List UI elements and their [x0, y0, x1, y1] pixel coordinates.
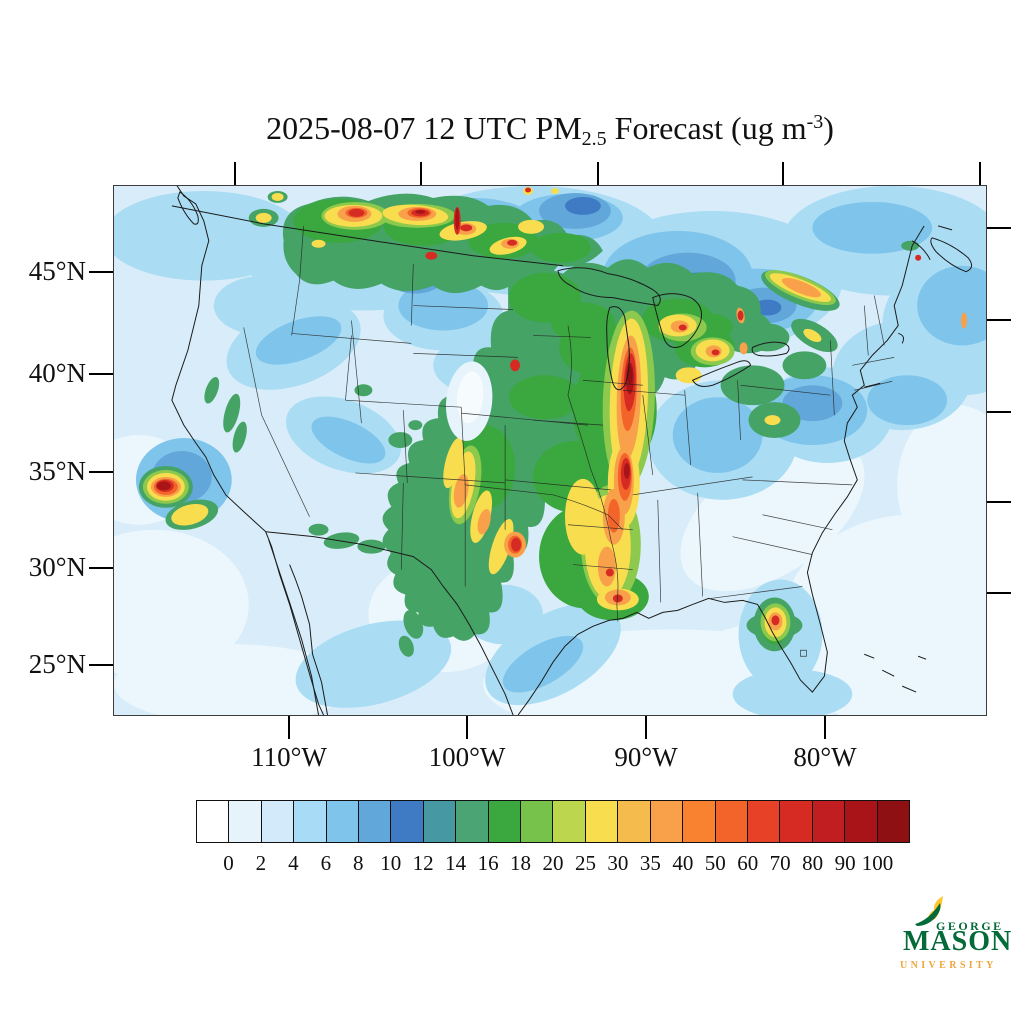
colorbar-swatch	[293, 801, 326, 842]
forecast-map-canvas	[114, 186, 986, 715]
colorbar-tick-label: 35	[639, 851, 661, 875]
colorbar-swatch	[552, 801, 585, 842]
colorbar-tick-label: 0	[223, 851, 234, 875]
colorbar-tick-label: 18	[510, 851, 532, 875]
colorbar-swatch	[779, 801, 812, 842]
colorbar-tick-label: 100	[861, 851, 894, 875]
title-middle: Forecast (ug m	[606, 110, 807, 146]
gmu-logo-mason: MASON	[903, 926, 1013, 957]
top-tick	[234, 162, 236, 185]
colorbar-swatch	[682, 801, 715, 842]
colorbar-tick-label: 30	[607, 851, 629, 875]
gmu-logo: GEORGE MASON UNIVERSITY	[893, 896, 1019, 978]
lon-label-80w: 80°W	[793, 742, 857, 772]
left-tick	[89, 373, 113, 375]
top-tick	[597, 162, 599, 185]
colorbar-tick-label: 8	[353, 851, 364, 875]
colorbar-tick-label: 50	[704, 851, 726, 875]
left-tick	[89, 271, 113, 273]
colorbar-swatch	[811, 801, 845, 842]
colorbar-swatch	[584, 801, 618, 842]
colorbar-tick-label: 10	[380, 851, 402, 875]
gmu-logo-university: UNIVERSITY	[900, 960, 997, 971]
colorbar-tick-label: 4	[288, 851, 299, 875]
colorbar-tick-label: 12	[412, 851, 434, 875]
colorbar-tick-label: 16	[477, 851, 499, 875]
top-tick	[420, 162, 422, 185]
bottom-tick	[288, 716, 290, 739]
colorbar-swatch	[358, 801, 391, 842]
title-prefix: 2025-08-07 12 UTC PM	[266, 110, 582, 146]
bottom-tick	[645, 716, 647, 739]
lat-label-40n: 40°N	[28, 358, 86, 388]
colorbar-swatch	[422, 801, 456, 842]
coastlines	[171, 186, 973, 715]
gmu-logo-george: GEORGE	[936, 919, 1004, 933]
low-concentration-pale-regions	[114, 405, 986, 715]
colorbar-tick-label: 6	[320, 851, 332, 875]
colorbar-swatch	[746, 801, 780, 842]
right-tick	[987, 319, 1011, 321]
great-lakes-outlines	[557, 267, 790, 391]
colorbar-tick-label: 20	[542, 851, 564, 875]
colorbar-tick-label: 80	[802, 851, 824, 875]
colorbar-swatch	[617, 801, 650, 842]
title-suffix: )	[823, 110, 834, 146]
colorbar-tick-label: 25	[574, 851, 596, 875]
bottom-tick	[824, 716, 826, 739]
lon-label-100w: 100°W	[428, 742, 506, 772]
colorbar-swatch	[228, 801, 261, 842]
colorbar-swatch	[876, 801, 909, 842]
lon-label-90w: 90°W	[614, 742, 678, 772]
lat-label-30n: 30°N	[28, 552, 86, 582]
red-regions	[155, 187, 922, 626]
colorbar-swatch	[487, 801, 521, 842]
colorbar-labels: 0 2 4 6 8 10 12 14 16 18 20 25 30 35 40 50 60 70 80 90 100	[196, 851, 910, 879]
figure-title: 2025-08-07 12 UTC PM2.5 Forecast (ug m-3…	[113, 110, 987, 151]
top-tick	[782, 162, 784, 185]
colorbar-tick-label: 90	[834, 851, 856, 875]
colorbar-tick-label: 14	[445, 851, 467, 875]
colorbar	[196, 800, 910, 843]
colorbar-tick-label: 70	[769, 851, 791, 875]
colorbar-tick-label: 40	[672, 851, 694, 875]
title-subscript: 2.5	[581, 128, 607, 150]
title-superscript: -3	[806, 111, 824, 133]
colorbar-swatch	[649, 801, 683, 842]
lat-label-25n: 25°N	[28, 649, 86, 679]
colorbar-swatch	[390, 801, 423, 842]
colorbar-swatch	[325, 801, 359, 842]
colorbar-swatch	[260, 801, 294, 842]
colorbar-swatch	[197, 801, 229, 842]
left-tick	[89, 567, 113, 569]
top-tick	[979, 162, 981, 185]
colorbar-swatch	[844, 801, 877, 842]
colorbar-tick-label: 2	[255, 851, 267, 875]
right-tick	[987, 501, 1011, 503]
left-tick	[89, 471, 113, 473]
forecast-map	[113, 185, 987, 716]
right-tick	[987, 227, 1011, 229]
state-borders	[243, 225, 895, 657]
bottom-tick	[466, 716, 468, 739]
right-tick	[987, 592, 1011, 594]
clean-air-holes	[445, 361, 493, 441]
left-tick	[89, 664, 113, 666]
right-tick	[987, 411, 1011, 413]
colorbar-swatch	[455, 801, 488, 842]
gmu-flame-icon	[915, 896, 943, 926]
lat-label-45n: 45°N	[28, 256, 86, 286]
lon-label-110w: 110°W	[251, 742, 327, 772]
lat-label-35n: 35°N	[28, 456, 86, 486]
colorbar-swatch	[714, 801, 747, 842]
colorbar-tick-label: 60	[737, 851, 759, 875]
colorbar-swatch	[520, 801, 553, 842]
